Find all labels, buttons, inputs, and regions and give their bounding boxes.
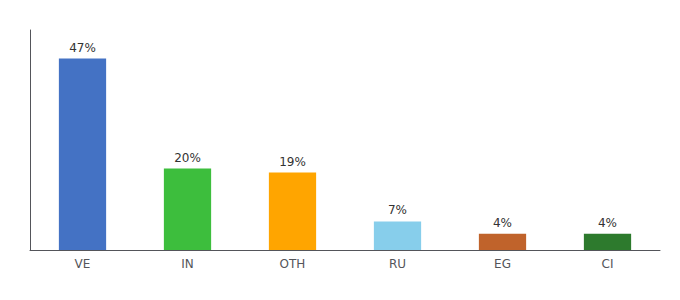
svg-text:4%: 4% <box>493 216 512 230</box>
svg-text:EG: EG <box>494 257 511 271</box>
svg-text:20%: 20% <box>174 151 201 165</box>
svg-text:OTH: OTH <box>280 257 306 271</box>
svg-text:VE: VE <box>75 257 91 271</box>
svg-text:RU: RU <box>389 257 406 271</box>
svg-text:19%: 19% <box>279 155 306 169</box>
svg-text:4%: 4% <box>598 216 617 230</box>
svg-text:47%: 47% <box>69 41 96 55</box>
svg-text:IN: IN <box>181 257 194 271</box>
svg-text:CI: CI <box>602 257 614 271</box>
svg-text:7%: 7% <box>388 203 407 217</box>
